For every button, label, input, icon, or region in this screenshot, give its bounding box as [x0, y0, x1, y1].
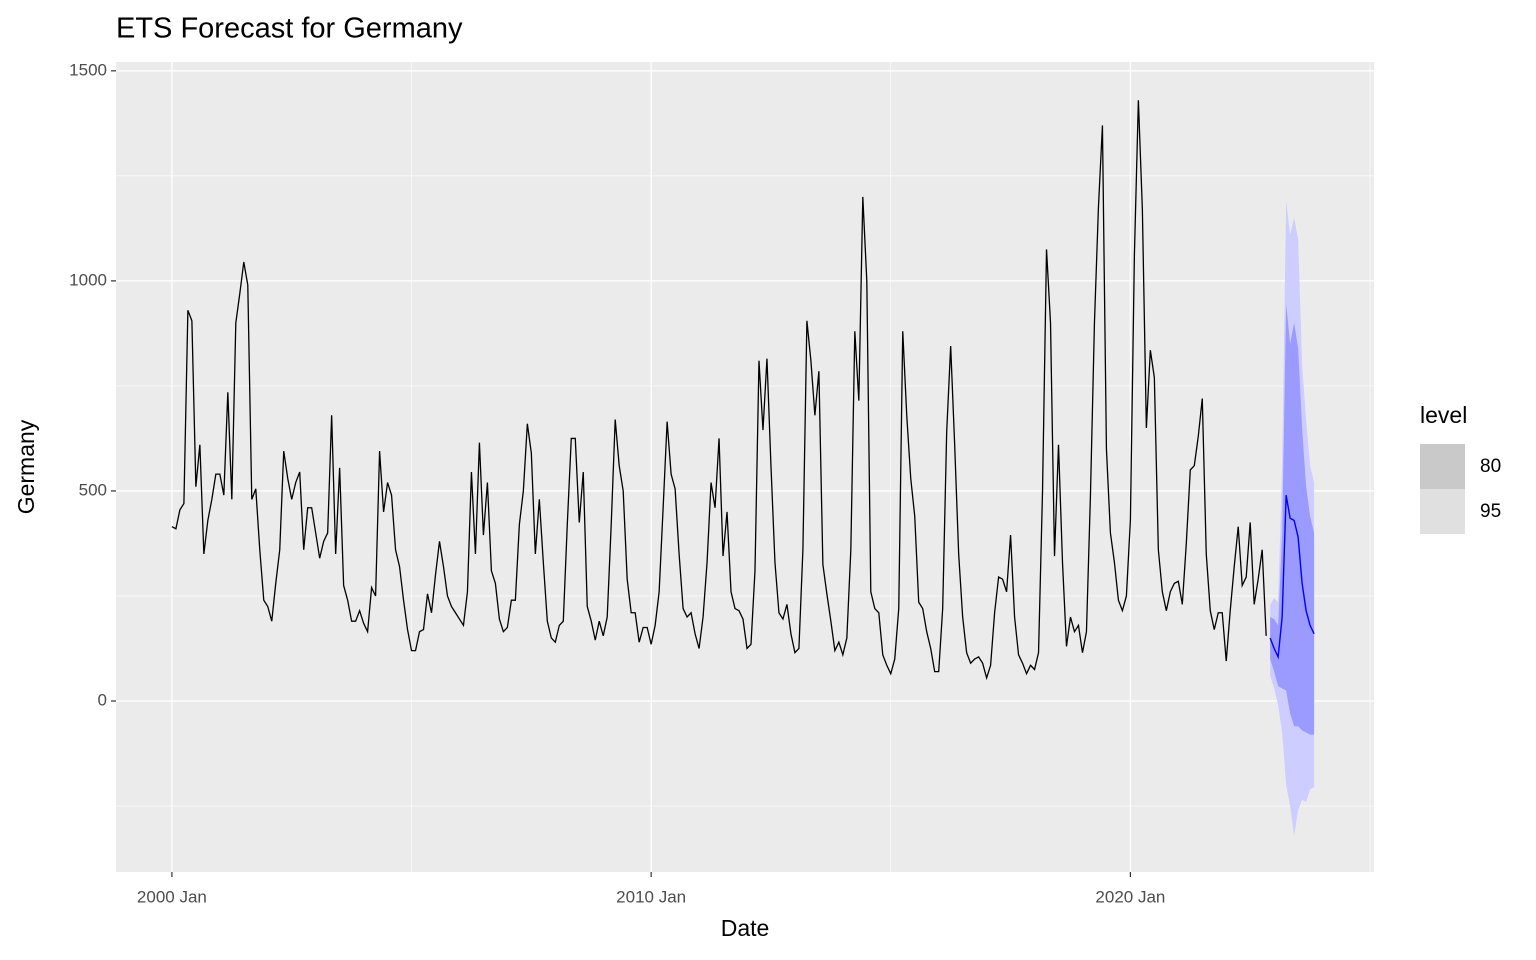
legend-title: level	[1420, 402, 1467, 428]
y-axis-title: Germany	[13, 419, 39, 514]
grid	[116, 62, 1374, 872]
y-tick-label: 0	[98, 690, 107, 709]
marks	[171, 100, 1315, 836]
y-tick-label: 1500	[69, 60, 107, 79]
y-tick-label: 500	[79, 480, 107, 499]
legend-label: 95	[1480, 501, 1501, 522]
x-tick-label: 2000 Jan	[137, 887, 207, 906]
y-tick-label: 1000	[69, 270, 107, 289]
legend: 80 95	[1420, 444, 1501, 534]
panel	[116, 62, 1374, 872]
legend-key	[1420, 444, 1465, 489]
x-tick-label: 2010 Jan	[616, 887, 686, 906]
x-axis-title: Date	[721, 915, 770, 941]
legend-label: 80	[1480, 456, 1501, 477]
legend-key	[1420, 489, 1465, 534]
x-tick-label: 2020 Jan	[1095, 887, 1165, 906]
history-line	[171, 100, 1267, 681]
chart-title: ETS Forecast for Germany	[116, 13, 463, 45]
forecast-line	[1269, 495, 1315, 660]
